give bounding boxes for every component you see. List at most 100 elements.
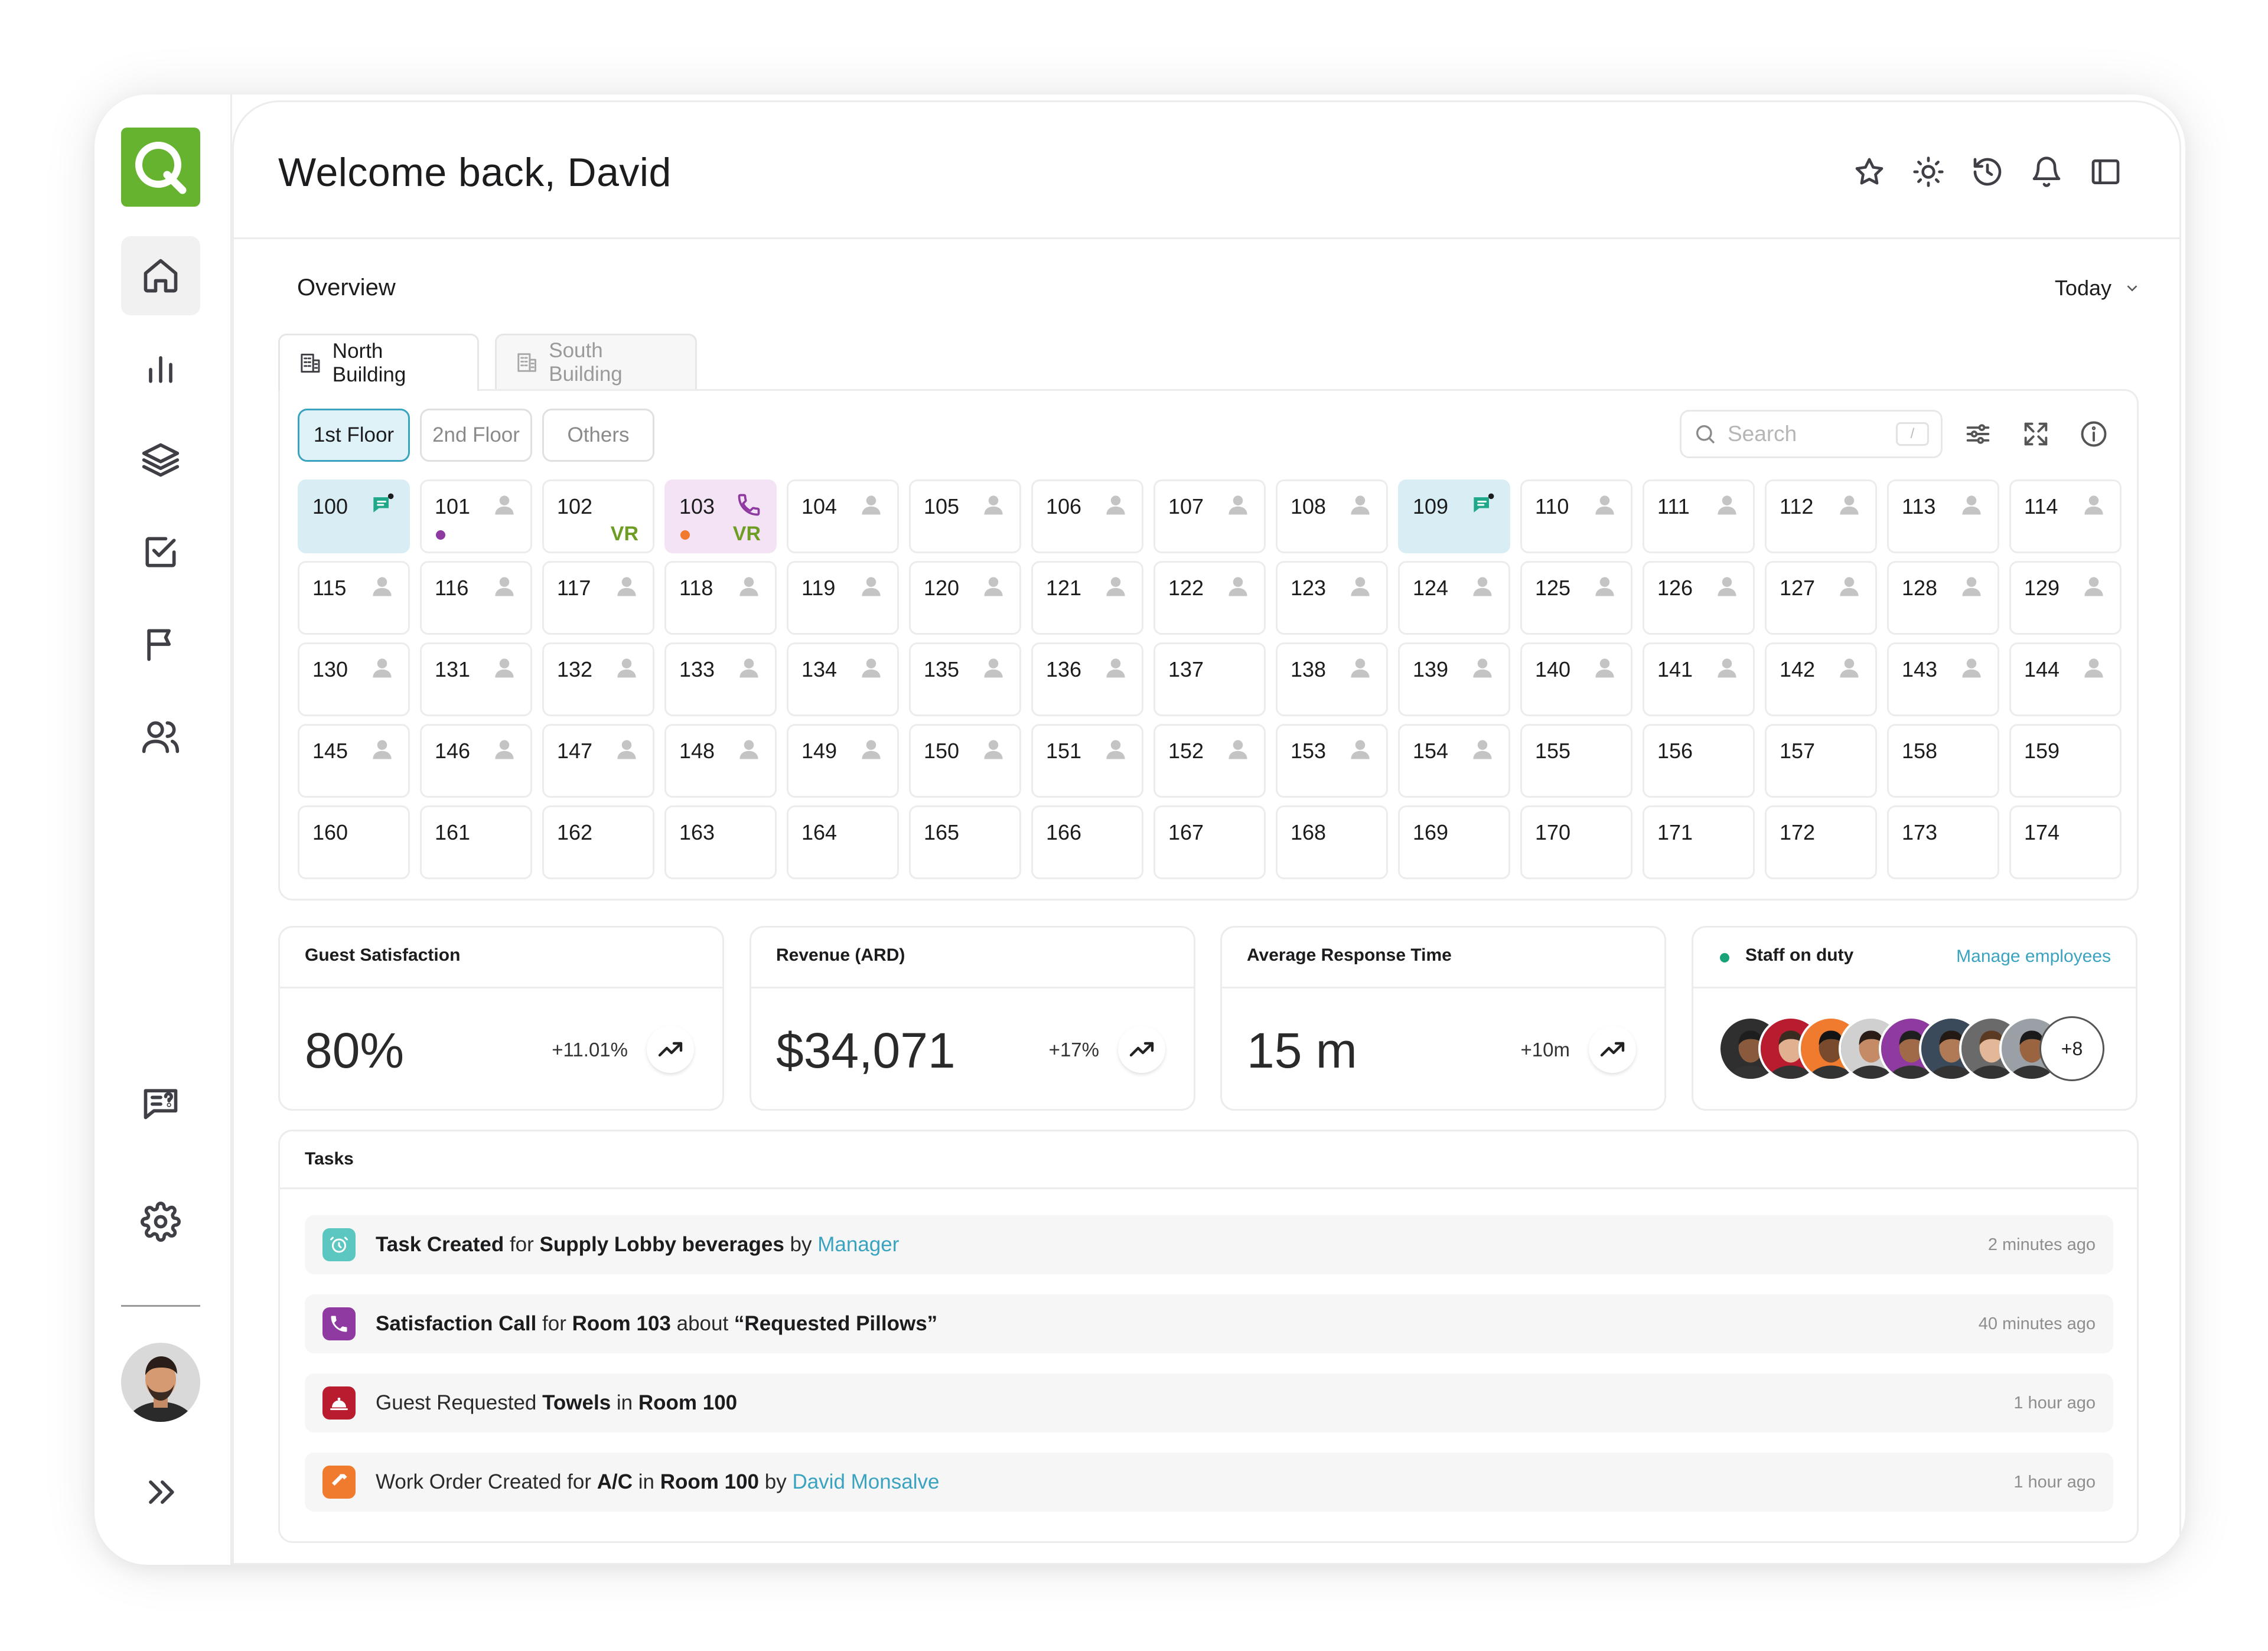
room-tile[interactable]: 136 [1031, 642, 1143, 716]
room-tile[interactable]: 159 [2009, 724, 2122, 798]
room-tile[interactable]: 148 [664, 724, 777, 798]
room-tile[interactable]: 160 [298, 805, 410, 879]
room-tile[interactable]: 118 [664, 561, 777, 635]
room-tile[interactable]: 166 [1031, 805, 1143, 879]
room-tile[interactable]: 154 [1398, 724, 1510, 798]
room-tile[interactable]: 126 [1643, 561, 1755, 635]
room-tile[interactable]: 155 [1520, 724, 1632, 798]
nav-analytics[interactable] [121, 328, 200, 407]
task-row[interactable]: Task Created for Supply Lobby beverages … [305, 1215, 2113, 1274]
room-tile[interactable]: 169 [1398, 805, 1510, 879]
room-tile[interactable]: 174 [2009, 805, 2122, 879]
room-tile[interactable]: 131 [420, 642, 532, 716]
room-tile[interactable]: 141 [1643, 642, 1755, 716]
room-tile[interactable]: 156 [1643, 724, 1755, 798]
room-tile[interactable]: 143 [1887, 642, 1999, 716]
trend-button[interactable] [1118, 1026, 1165, 1073]
nav-flags[interactable] [121, 605, 200, 684]
nav-users[interactable] [121, 697, 200, 776]
room-tile[interactable]: 171 [1643, 805, 1755, 879]
room-tile[interactable]: 112 [1765, 479, 1877, 553]
tab-south-building[interactable]: South Building [495, 334, 697, 389]
history-button[interactable] [1970, 154, 2005, 190]
room-tile[interactable]: 153 [1276, 724, 1388, 798]
room-tile[interactable]: 158 [1887, 724, 1999, 798]
room-tile[interactable]: 134 [787, 642, 899, 716]
room-tile[interactable]: 147 [542, 724, 654, 798]
favorite-button[interactable] [1852, 154, 1887, 190]
room-tile[interactable]: 132 [542, 642, 654, 716]
room-tile[interactable]: 121 [1031, 561, 1143, 635]
nav-help-chat[interactable] [121, 1063, 200, 1142]
room-tile[interactable]: 172 [1765, 805, 1877, 879]
nav-layers[interactable] [121, 420, 200, 500]
task-author-link[interactable]: David Monsalve [792, 1470, 940, 1493]
room-tile[interactable]: 127 [1765, 561, 1877, 635]
notifications-button[interactable] [2029, 154, 2064, 190]
task-row[interactable]: Satisfaction Call for Room 103 about “Re… [305, 1294, 2113, 1353]
tab-north-building[interactable]: North Building [278, 334, 479, 391]
room-tile[interactable]: 106 [1031, 479, 1143, 553]
room-tile[interactable]: 144 [2009, 642, 2122, 716]
room-tile[interactable]: 135 [909, 642, 1021, 716]
room-tile[interactable]: 102 VR [542, 479, 654, 553]
trend-button[interactable] [647, 1026, 694, 1073]
card-revenue[interactable]: Revenue (ARD) $34,071 +17% [750, 926, 1195, 1111]
fullscreen-button[interactable] [2019, 417, 2053, 451]
room-tile[interactable]: 133 [664, 642, 777, 716]
card-guest-satisfaction[interactable]: Guest Satisfaction 80% +11.01% [278, 926, 724, 1111]
room-tile[interactable]: 113 [1887, 479, 1999, 553]
room-tile[interactable]: 101 [420, 479, 532, 553]
trend-button[interactable] [1589, 1026, 1636, 1073]
panel-toggle-button[interactable] [2088, 154, 2123, 190]
room-tile[interactable]: 164 [787, 805, 899, 879]
room-tile[interactable]: 145 [298, 724, 410, 798]
room-tile[interactable]: 128 [1887, 561, 1999, 635]
room-tile[interactable]: 115 [298, 561, 410, 635]
room-tile[interactable]: 162 [542, 805, 654, 879]
room-tile[interactable]: 117 [542, 561, 654, 635]
room-tile[interactable]: 103 VR [664, 479, 777, 553]
room-tile[interactable]: 139 [1398, 642, 1510, 716]
room-tile[interactable]: 105 [909, 479, 1021, 553]
room-tile[interactable]: 124 [1398, 561, 1510, 635]
room-tile[interactable]: 120 [909, 561, 1021, 635]
filter-button[interactable] [1961, 417, 1995, 451]
room-tile[interactable]: 165 [909, 805, 1021, 879]
nav-settings[interactable] [121, 1182, 200, 1261]
tab-1st-floor[interactable]: 1st Floor [298, 409, 410, 462]
room-tile[interactable]: 122 [1153, 561, 1266, 635]
room-tile[interactable]: 123 [1276, 561, 1388, 635]
info-button[interactable] [2077, 417, 2111, 451]
more-staff-count[interactable]: +8 [2039, 1016, 2104, 1081]
nav-home[interactable] [121, 236, 200, 315]
room-tile[interactable]: 119 [787, 561, 899, 635]
room-tile[interactable]: 140 [1520, 642, 1632, 716]
room-tile[interactable]: 114 [2009, 479, 2122, 553]
user-avatar[interactable] [121, 1343, 200, 1422]
room-tile[interactable]: 104 [787, 479, 899, 553]
room-tile[interactable]: 161 [420, 805, 532, 879]
room-tile[interactable]: 125 [1520, 561, 1632, 635]
task-row[interactable]: Guest Requested Towels in Room 100 1 hou… [305, 1373, 2113, 1433]
card-average-response-time[interactable]: Average Response Time 15 m +10m [1220, 926, 1666, 1111]
room-tile[interactable]: 167 [1153, 805, 1266, 879]
room-tile[interactable]: 142 [1765, 642, 1877, 716]
room-tile[interactable]: 110 [1520, 479, 1632, 553]
room-tile[interactable]: 100 [298, 479, 410, 553]
task-author-link[interactable]: Manager [817, 1233, 900, 1256]
room-tile[interactable]: 170 [1520, 805, 1632, 879]
room-tile[interactable]: 173 [1887, 805, 1999, 879]
task-row[interactable]: Work Order Created for A/C in Room 100 b… [305, 1453, 2113, 1512]
search-input[interactable]: Search / [1680, 410, 1943, 458]
room-tile[interactable]: 163 [664, 805, 777, 879]
room-tile[interactable]: 152 [1153, 724, 1266, 798]
room-tile[interactable]: 150 [909, 724, 1021, 798]
room-tile[interactable]: 130 [298, 642, 410, 716]
nav-tasks[interactable] [121, 513, 200, 592]
manage-employees-link[interactable]: Manage employees [1956, 947, 2111, 966]
theme-toggle-button[interactable] [1911, 154, 1946, 190]
room-tile[interactable]: 137 [1153, 642, 1266, 716]
room-tile[interactable]: 149 [787, 724, 899, 798]
room-tile[interactable]: 111 [1643, 479, 1755, 553]
